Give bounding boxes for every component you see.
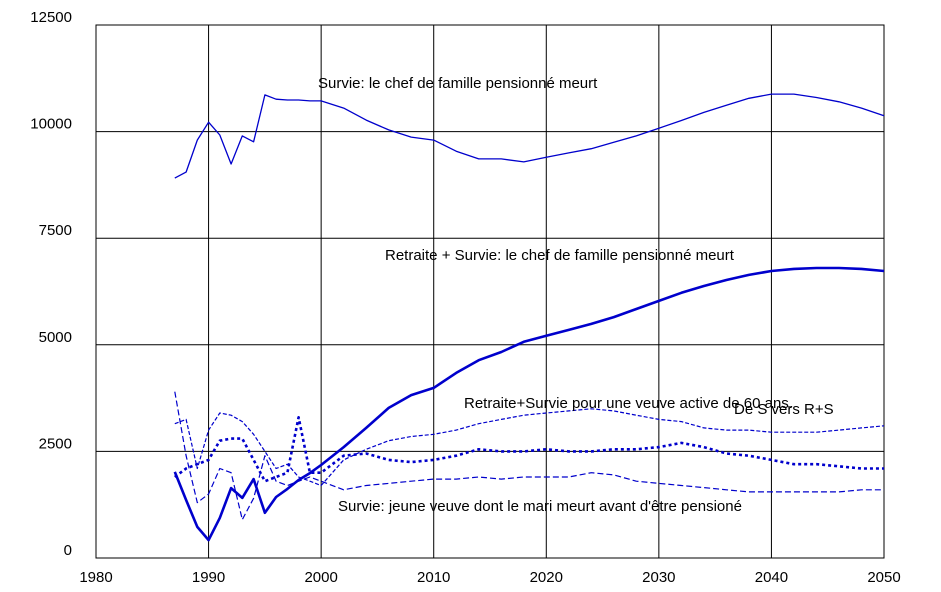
y-tick-label: 12500 (30, 9, 72, 26)
y-tick-label: 0 (64, 542, 72, 559)
y-tick-label: 7500 (39, 222, 72, 239)
series-label: Retraite + Survie: le chef de famille pe… (385, 247, 735, 264)
series-line (174, 93, 885, 179)
y-tick-label: 10000 (30, 116, 72, 133)
x-tick-label: 1990 (192, 569, 225, 586)
x-tick-label: 2050 (867, 569, 900, 586)
series-label: De S vers R+S (734, 401, 834, 418)
series-line (174, 415, 884, 483)
series-line (173, 266, 885, 542)
y-tick-label: 5000 (39, 329, 72, 346)
x-tick-label: 2040 (755, 569, 788, 586)
x-tick-label: 2000 (304, 569, 337, 586)
series-line (174, 408, 885, 487)
x-tick-label: 2020 (530, 569, 563, 586)
series-line (174, 391, 884, 521)
x-tick-label: 1980 (79, 569, 112, 586)
x-tick-label: 2010 (417, 569, 450, 586)
series-label: Retraite+Survie pour une veuve active de… (464, 395, 793, 412)
series-label: Survie: le chef de famille pensionné meu… (318, 75, 598, 92)
y-tick-label: 2500 (39, 435, 72, 452)
series-label: Survie: jeune veuve dont le mari meurt a… (338, 498, 742, 515)
x-tick-label: 2030 (642, 569, 675, 586)
